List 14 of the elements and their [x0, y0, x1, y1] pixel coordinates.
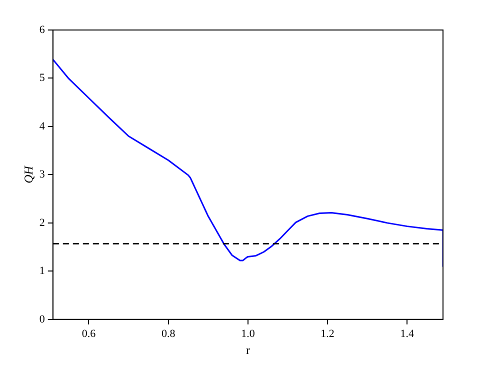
- y-tick-label: 5: [39, 72, 46, 84]
- x-tick-label: 0.8: [161, 328, 176, 340]
- x-tick-label: 1.2: [320, 328, 334, 340]
- x-axis-title: r: [246, 342, 250, 357]
- x-tick-label: 1.4: [400, 328, 415, 340]
- y-tick-label: 6: [39, 24, 46, 36]
- y-tick-label: 1: [39, 265, 45, 278]
- y-tick-label: 0: [39, 313, 46, 326]
- y-tick-label: 4: [39, 120, 46, 132]
- y-axis-title: QH: [21, 164, 36, 184]
- y-tick-label: 2: [39, 216, 45, 229]
- y-tick-label: 3: [39, 168, 46, 181]
- x-tick-label: 0.6: [82, 328, 96, 340]
- x-tick-label: 1.0: [241, 328, 256, 340]
